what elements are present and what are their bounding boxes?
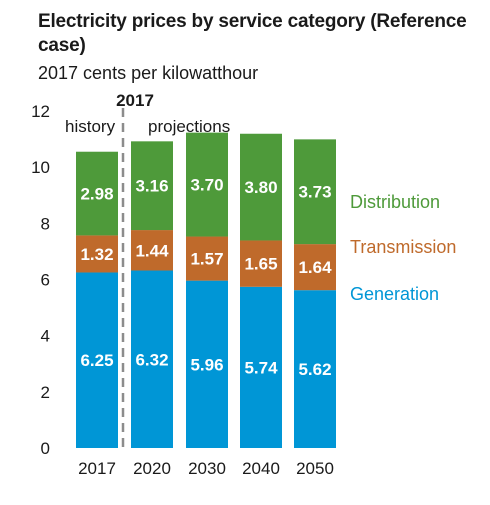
y-axis: 0 2 4 6 8 10 12 [31, 102, 50, 458]
bar-segment-generation [76, 272, 118, 448]
y-tick-label: 6 [41, 271, 50, 290]
bar-segment-transmission [294, 244, 336, 291]
chart-subtitle: 2017 cents per kilowatthour [38, 63, 259, 83]
data-label: 2.98 [80, 185, 113, 204]
bar-segment-distribution [294, 139, 336, 245]
data-label: 5.74 [244, 358, 278, 377]
bar-segment-distribution [131, 141, 173, 231]
chart-title: Electricity prices by service category (… [38, 11, 467, 56]
data-label: 1.44 [135, 241, 169, 260]
y-tick-label: 8 [41, 214, 50, 233]
history-label: history [65, 117, 116, 136]
y-tick-label: 10 [31, 158, 50, 177]
bar-segment-generation [186, 280, 228, 448]
x-tick-label: 2017 [78, 459, 116, 478]
bar-segment-distribution [76, 151, 118, 236]
divider-year-label: 2017 [116, 91, 154, 110]
bar-segment-transmission [76, 235, 118, 273]
legend-entry-distribution: Distribution [350, 192, 440, 212]
bar-segment-transmission [240, 240, 282, 287]
data-label: 1.32 [80, 245, 113, 264]
legend: Generation Transmission Distribution [350, 192, 456, 304]
data-label: 1.57 [190, 250, 223, 269]
x-tick-label: 2050 [296, 459, 334, 478]
bar-segment-generation [294, 290, 336, 448]
data-label: 5.62 [298, 360, 331, 379]
data-label: 6.25 [80, 351, 113, 370]
bar-segment-distribution [240, 133, 282, 241]
y-tick-label: 12 [31, 102, 50, 121]
x-tick-label: 2040 [242, 459, 280, 478]
legend-entry-generation: Generation [350, 284, 439, 304]
bar-segment-transmission [131, 230, 173, 271]
data-label: 3.16 [135, 177, 168, 196]
legend-entry-transmission: Transmission [350, 237, 456, 257]
y-tick-label: 0 [41, 439, 50, 458]
bar-segment-generation [240, 286, 282, 448]
y-tick-label: 4 [41, 327, 50, 346]
x-tick-label: 2020 [133, 459, 171, 478]
data-label: 6.32 [135, 350, 168, 369]
projections-label: projections [148, 117, 230, 136]
bar-segment-distribution [186, 132, 228, 237]
data-label: 3.70 [190, 176, 223, 195]
data-label: 5.96 [190, 355, 223, 374]
y-tick-label: 2 [41, 383, 50, 402]
bar-segment-generation [131, 270, 173, 448]
data-label: 3.80 [244, 178, 277, 197]
x-tick-label: 2030 [188, 459, 226, 478]
bar-segment-transmission [186, 236, 228, 281]
bars: 6.25 1.32 2.98 6.32 1.44 3.16 5.96 1.57 3.70 5.74… [76, 132, 336, 448]
data-label: 1.65 [244, 255, 277, 274]
data-label: 1.64 [298, 258, 332, 277]
x-axis: 2017 2020 2030 2040 2050 [78, 459, 334, 478]
data-label: 3.73 [298, 183, 331, 202]
